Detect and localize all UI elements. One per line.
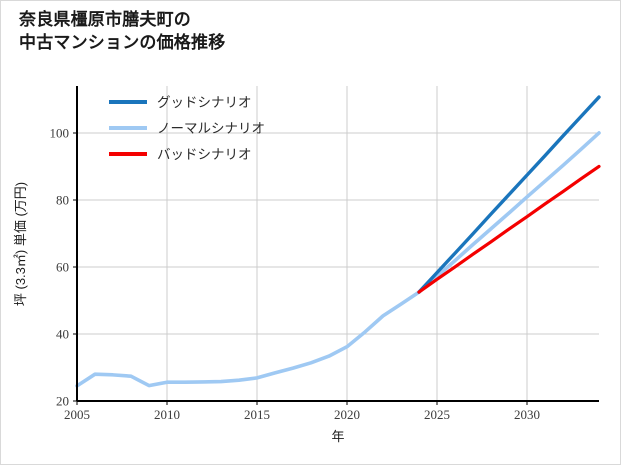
y-tick-label: 40 xyxy=(56,326,69,341)
y-tick-label: 80 xyxy=(56,192,69,207)
chart-title: 奈良県橿原市膳夫町の 中古マンションの価格推移 xyxy=(19,10,226,52)
x-tick-label: 2020 xyxy=(334,407,360,422)
series-lines-group xyxy=(75,95,601,388)
series-line-グッドシナリオ xyxy=(417,95,601,294)
series-line-バッドシナリオ xyxy=(417,164,601,294)
gridlines-group xyxy=(76,86,599,402)
y-tick-label: 20 xyxy=(56,394,69,409)
x-tick-label: 2025 xyxy=(424,407,450,422)
x-tick-label: 2030 xyxy=(514,407,540,422)
x-tick-label: 2005 xyxy=(64,407,90,422)
y-tick-labels-group: 20 40 60 80 100 xyxy=(50,125,70,408)
x-tick-label: 2010 xyxy=(154,407,180,422)
y-tick-label: 100 xyxy=(50,125,70,140)
x-tick-label: 2015 xyxy=(244,407,270,422)
axis-lines-group xyxy=(76,86,599,402)
series-line-ノーマルシナリオ xyxy=(75,131,601,388)
y-axis-title: 坪 (3.3㎡) 単価 (万円) xyxy=(13,182,28,306)
legend-label-1: ノーマルシナリオ xyxy=(157,121,265,136)
x-tick-labels-group: 2005 2010 2015 2020 2025 2030 xyxy=(64,407,540,422)
legend-label-2: バッドシナリオ xyxy=(157,147,252,162)
y-tick-label: 60 xyxy=(56,259,69,274)
tickmarks-group xyxy=(73,132,528,405)
x-axis-title: 年 xyxy=(331,429,344,444)
legend-label-0: グッドシナリオ xyxy=(157,95,252,110)
